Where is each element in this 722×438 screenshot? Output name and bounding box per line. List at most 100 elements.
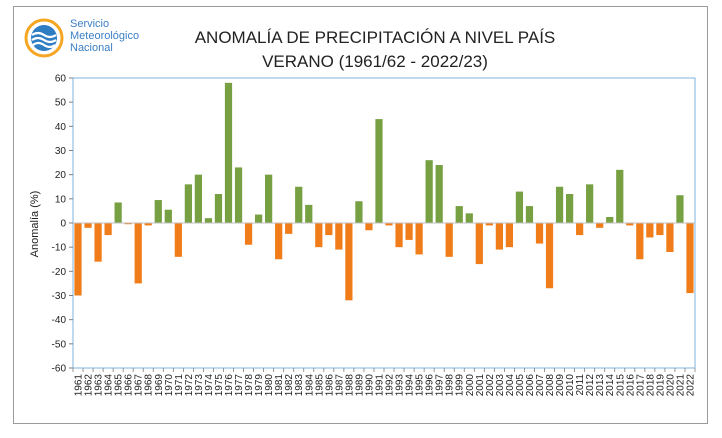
bar-2008 [545,223,554,289]
x-tick-label: 1978 [244,374,255,397]
bar-1977 [234,167,243,223]
x-tick-label: 1967 [134,374,145,397]
x-axis: 1961 1962 1963 1964 1965 1966 1967 1968 1969 1970… [72,368,696,397]
bar-2009 [555,186,564,223]
x-tick-label: 2003 [495,374,506,397]
x-tick-label: 1999 [455,374,466,397]
bar-2017 [636,223,644,260]
org-name-line2: Meteorológico [70,30,140,42]
bar-1987 [335,223,343,250]
bar-2011 [576,223,584,236]
bar-1996 [425,160,433,223]
x-tick-label: 1995 [415,374,426,397]
bar-1984 [305,204,313,223]
x-tick-label: 2016 [625,374,636,397]
y-tick-label: 50 [55,98,67,109]
y-tick-label: -50 [52,339,67,350]
x-tick-label: 1966 [124,374,135,397]
bar-1981 [275,223,283,260]
bar-1990 [365,223,373,231]
chart-title: ANOMALÍA DE PRECIPITACIÓN A NIVEL PAÍS [194,28,556,47]
x-tick-label: 1965 [114,374,125,397]
bar-1967 [134,223,142,284]
x-tick-label: 1977 [234,374,245,397]
x-tick-label: 1990 [364,374,375,397]
x-tick-label: 1979 [254,374,265,397]
x-tick-label: 2020 [665,374,676,397]
y-axis: 60 50 40 30 20 10 0 -10 -20 -30 -40 -50 -60 [52,74,73,375]
x-tick-label: 1968 [144,374,155,397]
x-tick-label: 1962 [84,374,95,397]
bar-2000 [465,213,473,223]
bars [73,82,695,301]
bar-1999 [455,206,463,223]
bar-1998 [445,223,453,257]
x-tick-label: 1989 [354,374,365,397]
y-tick-label: -60 [52,364,67,375]
y-tick-label: -10 [52,243,67,254]
bar-1986 [325,223,333,236]
y-tick-label: -20 [52,267,67,278]
bar-1969 [154,200,162,223]
bar-1995 [415,223,423,255]
bar-1965 [114,202,122,223]
x-tick-label: 1976 [224,374,235,397]
bar-2012 [586,184,594,223]
x-tick-label: 2021 [675,374,686,397]
x-tick-label: 2015 [615,374,626,397]
y-axis-label: Anomalía (%) [29,191,41,258]
bar-1962 [84,223,92,228]
bar-1992 [385,223,393,226]
x-tick-label: 1974 [204,374,215,397]
bar-2022 [686,223,694,294]
bar-2006 [525,206,534,223]
bar-1980 [265,174,273,223]
x-tick-label: 1996 [425,374,436,397]
bar-2002 [485,223,493,226]
bar-1997 [435,165,443,223]
bar-1972 [184,184,192,223]
bar-1989 [355,201,363,223]
x-tick-label: 2008 [545,374,556,397]
bar-1970 [164,209,172,223]
bar-2003 [495,223,503,250]
x-tick-label: 2013 [595,374,606,397]
org-name-line3: Nacional [70,42,113,54]
x-tick-label: 1961 [74,374,85,397]
x-tick-label: 1982 [284,374,295,397]
y-tick-label: 40 [55,122,67,133]
y-tick-label: 10 [55,194,67,205]
bar-1983 [295,186,303,223]
chart-subtitle: VERANO (1961/62 - 2022/23) [262,52,488,71]
x-tick-label: 2001 [475,374,486,397]
bar-1966 [124,223,132,225]
bar-2014 [606,216,614,223]
x-tick-label: 1987 [334,374,345,397]
x-tick-label: 2005 [515,374,526,397]
x-tick-label: 1994 [405,374,416,397]
y-tick-label: 20 [55,170,67,181]
x-tick-label: 1992 [385,374,396,397]
smn-logo [24,18,64,58]
x-tick-label: 1998 [445,374,456,397]
y-tick-label: -30 [52,291,67,302]
bar-1976 [224,82,233,223]
bar-2018 [646,223,654,238]
x-tick-label: 2002 [485,374,496,397]
x-tick-label: 1983 [294,374,305,397]
x-tick-label: 2022 [685,374,696,397]
y-tick-label: 60 [55,74,67,85]
x-tick-label: 2000 [465,374,476,397]
bar-2013 [596,223,604,228]
bar-2020 [666,223,674,252]
x-tick-label: 1970 [164,374,175,397]
x-tick-label: 2004 [505,374,516,397]
y-tick-label: -40 [52,315,67,326]
bar-2007 [535,223,544,244]
x-tick-label: 1963 [94,374,105,397]
x-tick-label: 2014 [605,374,616,397]
bar-2005 [515,191,524,223]
bar-1963 [94,223,102,262]
bar-1961 [74,223,82,296]
